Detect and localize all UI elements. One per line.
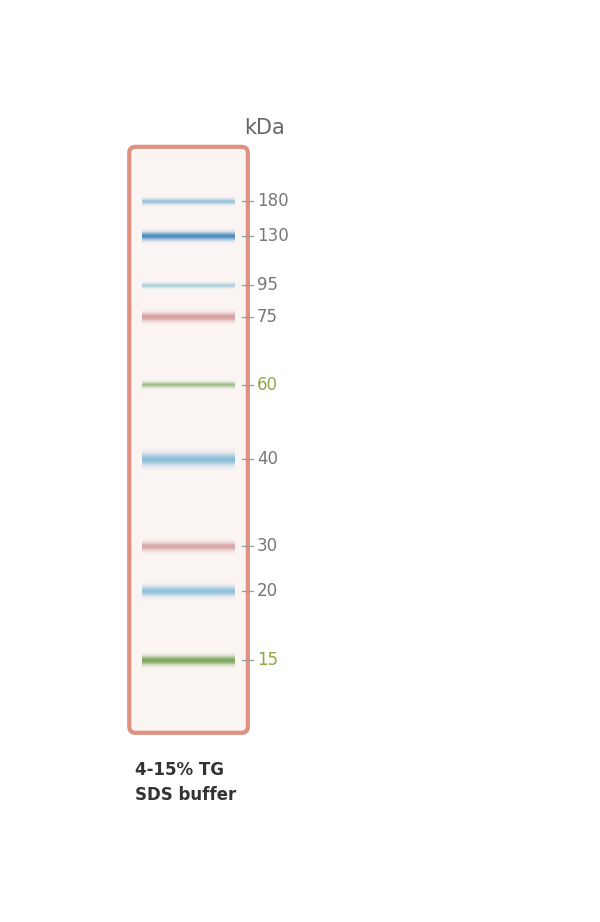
FancyBboxPatch shape [129,147,248,733]
Text: 4-15% TG
SDS buffer: 4-15% TG SDS buffer [136,762,236,804]
Text: 95: 95 [257,277,278,294]
Text: 30: 30 [257,538,278,555]
Text: 180: 180 [257,193,289,210]
Text: kDa: kDa [245,118,285,137]
Text: 130: 130 [257,227,289,245]
Text: 15: 15 [257,652,278,669]
Text: 20: 20 [257,582,278,600]
Text: 60: 60 [257,376,278,394]
Text: 75: 75 [257,308,278,326]
Text: 40: 40 [257,451,278,468]
